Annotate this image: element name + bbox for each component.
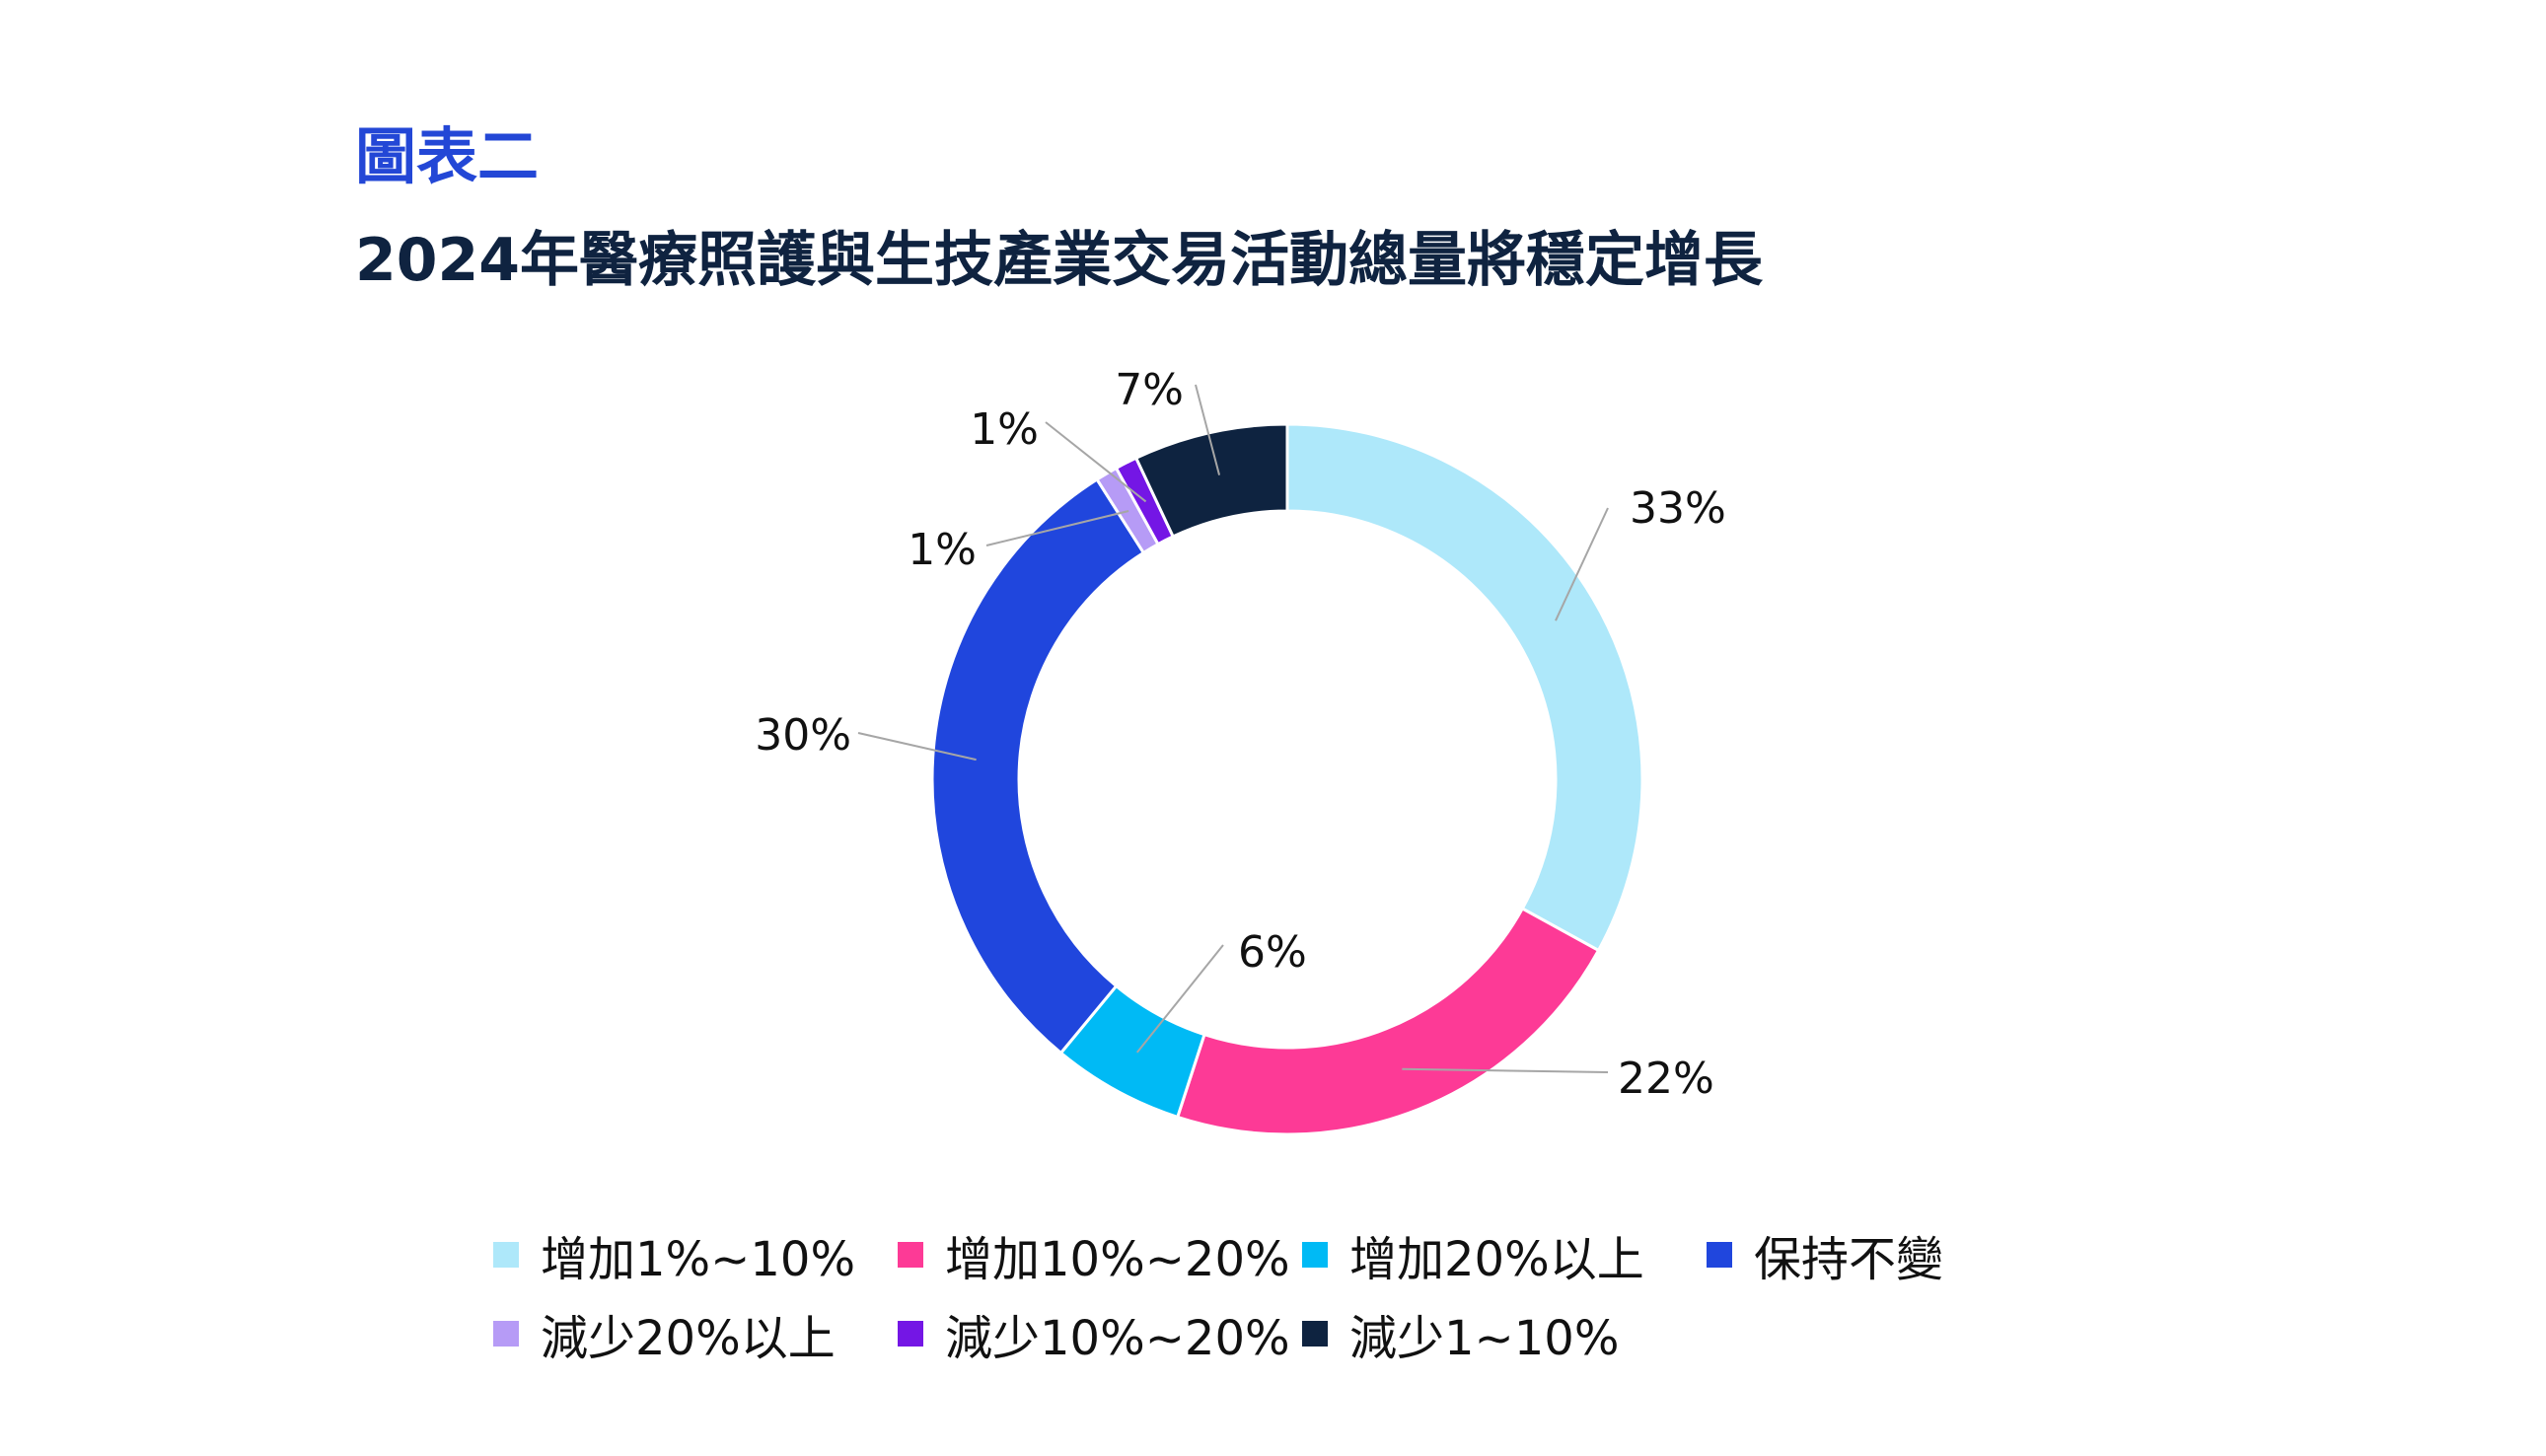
leader-line: [1045, 421, 1147, 503]
chart-title: 2024年醫療照護與生技產業交易活動總量將穩定增長: [355, 226, 1763, 295]
legend-row-1: 增加1%~10% 增加10%~20% 增加20%以上 保持不變: [493, 1215, 2121, 1294]
data-label: 7%: [1115, 365, 1184, 415]
legend-item: 增加20%以上: [1302, 1220, 1707, 1289]
data-label: 1%: [908, 525, 977, 575]
data-label: 1%: [970, 404, 1039, 455]
data-label: 6%: [1238, 927, 1307, 978]
leader-line: [1402, 1067, 1609, 1073]
legend-label: 減少10%~20%: [945, 1311, 1290, 1366]
legend-item: 減少20%以上: [493, 1299, 898, 1368]
donut-slice: [930, 476, 1146, 1056]
leader-lines: [857, 384, 1609, 1073]
data-label: 33%: [1630, 483, 1726, 534]
leader-line: [857, 732, 977, 762]
legend-row-2: 減少20%以上 減少10%~20% 減少1~10%: [493, 1294, 2121, 1373]
legend-swatch: [493, 1321, 519, 1347]
data-labels: 33% 22% 6% 30% 1% 1% 7%: [755, 365, 1726, 1104]
title-block: 圖表二 2024年醫療照護與生技產業交易活動總量將穩定增長: [355, 120, 1763, 295]
leader-line: [1135, 944, 1224, 1054]
legend-item: 增加10%~20%: [898, 1220, 1302, 1289]
legend-swatch: [1302, 1321, 1328, 1347]
figure-label: 圖表二: [355, 120, 540, 192]
legend-swatch: [1707, 1242, 1732, 1268]
leader-line: [1555, 507, 1609, 621]
legend-label: 增加10%~20%: [945, 1232, 1290, 1287]
legend-label: 減少20%以上: [541, 1311, 836, 1366]
donut-slice: [1285, 422, 1644, 953]
legend-item: 保持不變: [1707, 1220, 2101, 1289]
leader-line: [985, 510, 1129, 546]
legend-label: 保持不變: [1754, 1232, 1944, 1287]
legend-swatch: [1302, 1242, 1328, 1268]
donut-slices: [930, 422, 1644, 1136]
legend-item: 增加1%~10%: [493, 1220, 898, 1289]
legend-swatch: [898, 1242, 923, 1268]
leader-line: [1195, 384, 1221, 475]
data-label: 30%: [755, 710, 851, 761]
donut-slice: [1133, 422, 1289, 539]
legend-swatch: [493, 1242, 519, 1268]
legend-label: 減少1~10%: [1349, 1311, 1620, 1366]
legend-swatch: [898, 1321, 923, 1347]
legend-item: 減少10%~20%: [898, 1299, 1302, 1368]
legend-label: 增加1%~10%: [541, 1232, 856, 1287]
legend: 增加1%~10% 增加10%~20% 增加20%以上 保持不變 減少20%以上 …: [493, 1215, 2121, 1373]
data-label: 22%: [1618, 1054, 1714, 1104]
legend-item: 減少1~10%: [1302, 1299, 1707, 1368]
legend-label: 增加20%以上: [1349, 1232, 1644, 1287]
